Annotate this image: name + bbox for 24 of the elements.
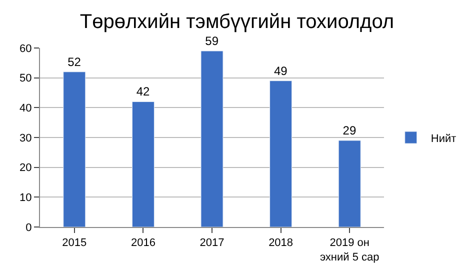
bar (200, 50, 224, 227)
y-tick-label: 10 (20, 192, 32, 204)
legend-label: Нийт (430, 132, 456, 145)
bar (270, 80, 292, 227)
x-tick-label: 2018 (268, 237, 294, 250)
bar (132, 101, 154, 227)
x-tick-label: 2019 он эхний 5 сар (320, 237, 380, 264)
data-label: 49 (274, 64, 288, 78)
data-label: 29 (342, 123, 356, 138)
y-tick-label: 0 (26, 222, 32, 234)
y-tick-label: 50 (20, 72, 32, 85)
y-tick-label: 20 (20, 162, 32, 174)
data-label: 42 (136, 84, 150, 99)
x-tick-label: 2017 (200, 237, 224, 250)
y-tick-label: 30 (20, 132, 32, 144)
y-tick-label: 60 (20, 42, 32, 55)
data-label: 52 (68, 54, 82, 69)
chart-title: Төрөлхийн тэмбүүгийн тохиолдол (80, 10, 394, 33)
y-tick-label: 40 (20, 102, 32, 115)
x-tick-label: 2015 (62, 237, 87, 250)
bar (338, 140, 361, 227)
data-label: 59 (205, 34, 219, 48)
x-tick-label: 2016 (130, 237, 156, 250)
bar (63, 72, 86, 227)
